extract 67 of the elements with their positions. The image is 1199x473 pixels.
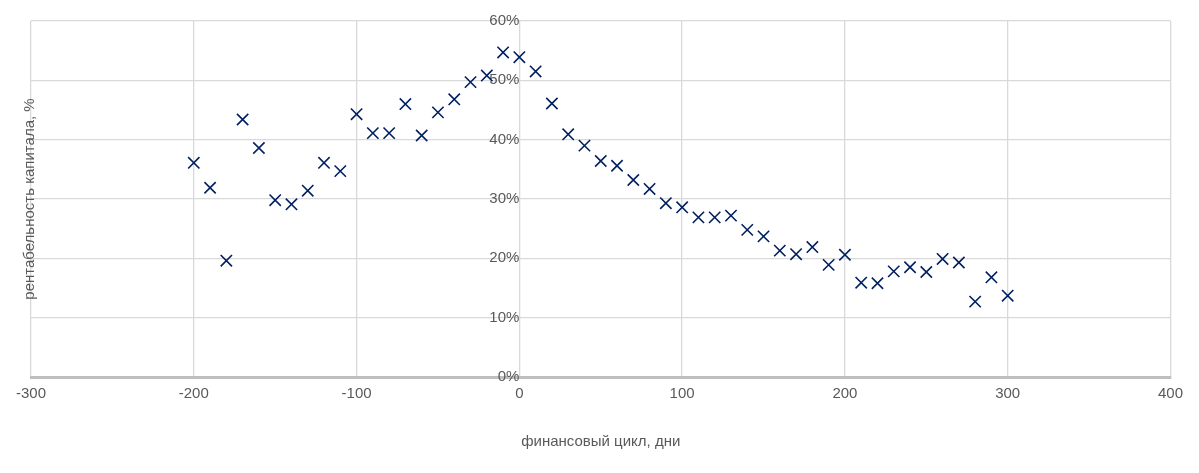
y-axis-title: рентабельность капитала, % <box>20 98 38 300</box>
point <box>301 184 315 198</box>
point <box>464 75 477 89</box>
point <box>545 97 559 110</box>
x-tick-label: 400 <box>1157 384 1183 402</box>
point <box>675 200 689 214</box>
point <box>317 156 331 170</box>
point <box>659 196 673 210</box>
point <box>919 265 933 279</box>
y-tick-label: 40% <box>489 129 520 147</box>
point <box>398 97 412 111</box>
y-tick-label: 60% <box>489 11 520 29</box>
point <box>936 252 950 266</box>
point <box>610 159 624 173</box>
point <box>968 295 982 309</box>
point <box>203 181 217 195</box>
point <box>594 154 608 168</box>
point <box>187 156 201 170</box>
point <box>626 173 640 187</box>
y-tick-label: 30% <box>489 189 520 207</box>
point <box>333 164 347 178</box>
point <box>854 276 868 290</box>
x-tick-label: 200 <box>832 384 858 402</box>
point <box>447 92 461 106</box>
point <box>285 197 298 211</box>
point <box>952 256 966 269</box>
y-tick-label: 50% <box>489 70 520 88</box>
point <box>805 240 819 254</box>
point <box>757 229 770 243</box>
point <box>252 141 266 155</box>
point <box>350 107 364 121</box>
x-tick-label: -200 <box>178 384 209 402</box>
point <box>219 254 233 268</box>
point <box>578 139 591 153</box>
point <box>496 45 510 59</box>
x-tick-label: 300 <box>995 384 1021 402</box>
point <box>822 258 836 272</box>
point <box>1001 289 1015 303</box>
point <box>838 248 852 262</box>
point <box>268 193 282 207</box>
point <box>740 223 754 237</box>
point <box>708 210 722 224</box>
y-tick-label: 20% <box>489 248 520 266</box>
point <box>789 247 803 261</box>
point <box>512 50 526 64</box>
point <box>529 64 543 78</box>
point <box>236 113 250 126</box>
point <box>643 182 657 196</box>
point <box>984 270 998 284</box>
point <box>871 276 884 290</box>
point <box>431 105 445 119</box>
point <box>366 126 380 140</box>
point <box>724 209 738 223</box>
point <box>561 127 575 141</box>
x-tick-label: 0 <box>515 384 524 402</box>
y-tick-label: 0% <box>497 367 520 385</box>
x-tick-label: 100 <box>669 384 695 402</box>
point <box>382 126 396 140</box>
x-tick-label: -300 <box>16 384 47 402</box>
x-tick-label: -100 <box>341 384 372 402</box>
y-tick-label: 10% <box>489 307 520 325</box>
x-axis-title: финансовый цикл, дни <box>521 432 681 450</box>
point <box>691 210 705 224</box>
point <box>415 129 429 142</box>
point <box>887 264 901 278</box>
point <box>903 260 917 274</box>
point <box>773 244 787 258</box>
